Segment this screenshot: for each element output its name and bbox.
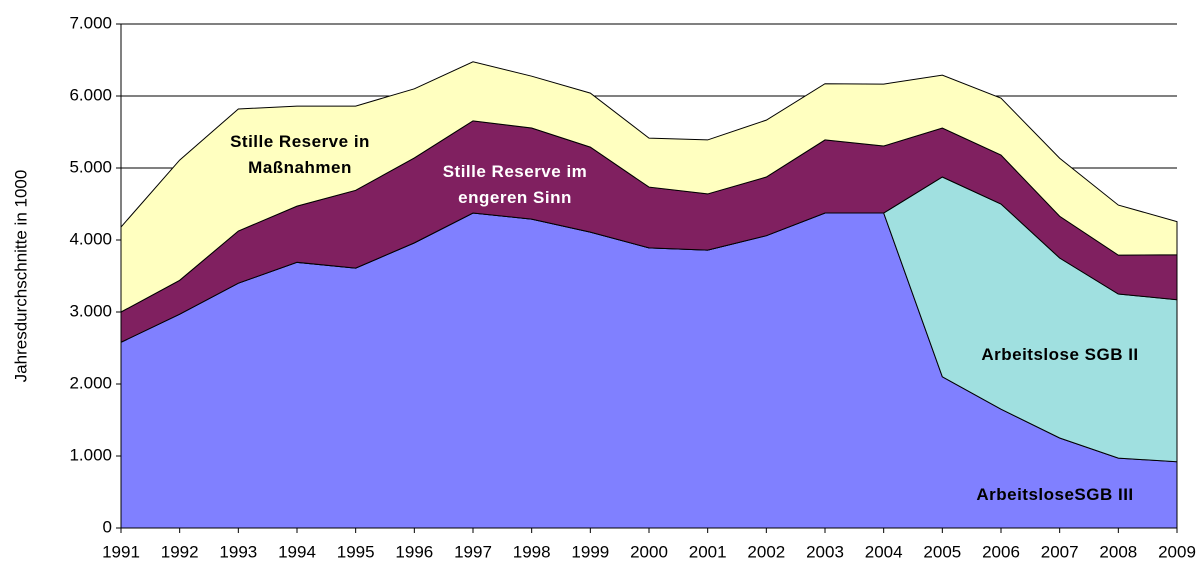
x-tick-label: 2002	[747, 542, 785, 561]
x-tick-label: 1991	[102, 542, 140, 561]
x-tick-label: 2007	[1041, 542, 1079, 561]
x-tick-label: 2001	[689, 542, 727, 561]
y-tick-label: 2.000	[69, 373, 112, 392]
x-tick-label: 2004	[865, 542, 903, 561]
x-tick-label: 2009	[1158, 542, 1196, 561]
area	[120, 61, 1178, 313]
x-tick-label: 2003	[806, 542, 844, 561]
x-tick-label: 2005	[923, 542, 961, 561]
y-tick-label: 0	[103, 517, 112, 536]
y-axis-label: Jahresdurchschnitte in 1000	[11, 170, 30, 383]
x-tick-label: 2008	[1099, 542, 1137, 561]
x-tick-label: 1992	[161, 542, 199, 561]
y-tick-label: 6.000	[69, 85, 112, 104]
series-label: Stille Reserve in Maßnahmen	[230, 132, 370, 177]
y-tick-label: 1.000	[69, 445, 112, 464]
x-tick-label: 1995	[337, 542, 375, 561]
y-tick-label: 7.000	[69, 13, 112, 32]
y-tick-label: 4.000	[69, 229, 112, 248]
x-tick-label: 2006	[982, 542, 1020, 561]
x-tick-label: 1994	[278, 542, 316, 561]
series-label: ArbeitsloseSGB III	[976, 485, 1134, 504]
x-tick-label: 1997	[454, 542, 492, 561]
x-tick-label: 2000	[630, 542, 668, 561]
x-tick-label: 1998	[513, 542, 551, 561]
y-tick-label: 5.000	[69, 157, 112, 176]
series-label: Arbeitslose SGB II	[981, 345, 1139, 364]
y-tick-label: 3.000	[69, 301, 112, 320]
x-tick-label: 1993	[219, 542, 257, 561]
series-label: Stille Reserve im engeren Sinn	[442, 162, 588, 207]
x-tick-label: 1996	[395, 542, 433, 561]
x-tick-label: 1999	[571, 542, 609, 561]
